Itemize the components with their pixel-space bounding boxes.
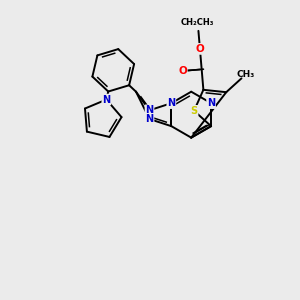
Text: N: N	[146, 114, 154, 124]
Text: S: S	[190, 106, 198, 116]
Text: O: O	[178, 66, 187, 76]
Text: CH₂CH₃: CH₂CH₃	[181, 18, 214, 27]
Text: O: O	[196, 44, 204, 54]
Text: N: N	[167, 98, 175, 108]
Text: CH₃: CH₃	[237, 70, 255, 79]
Text: N: N	[146, 105, 154, 115]
Text: N: N	[102, 94, 110, 105]
Text: N: N	[207, 98, 215, 108]
